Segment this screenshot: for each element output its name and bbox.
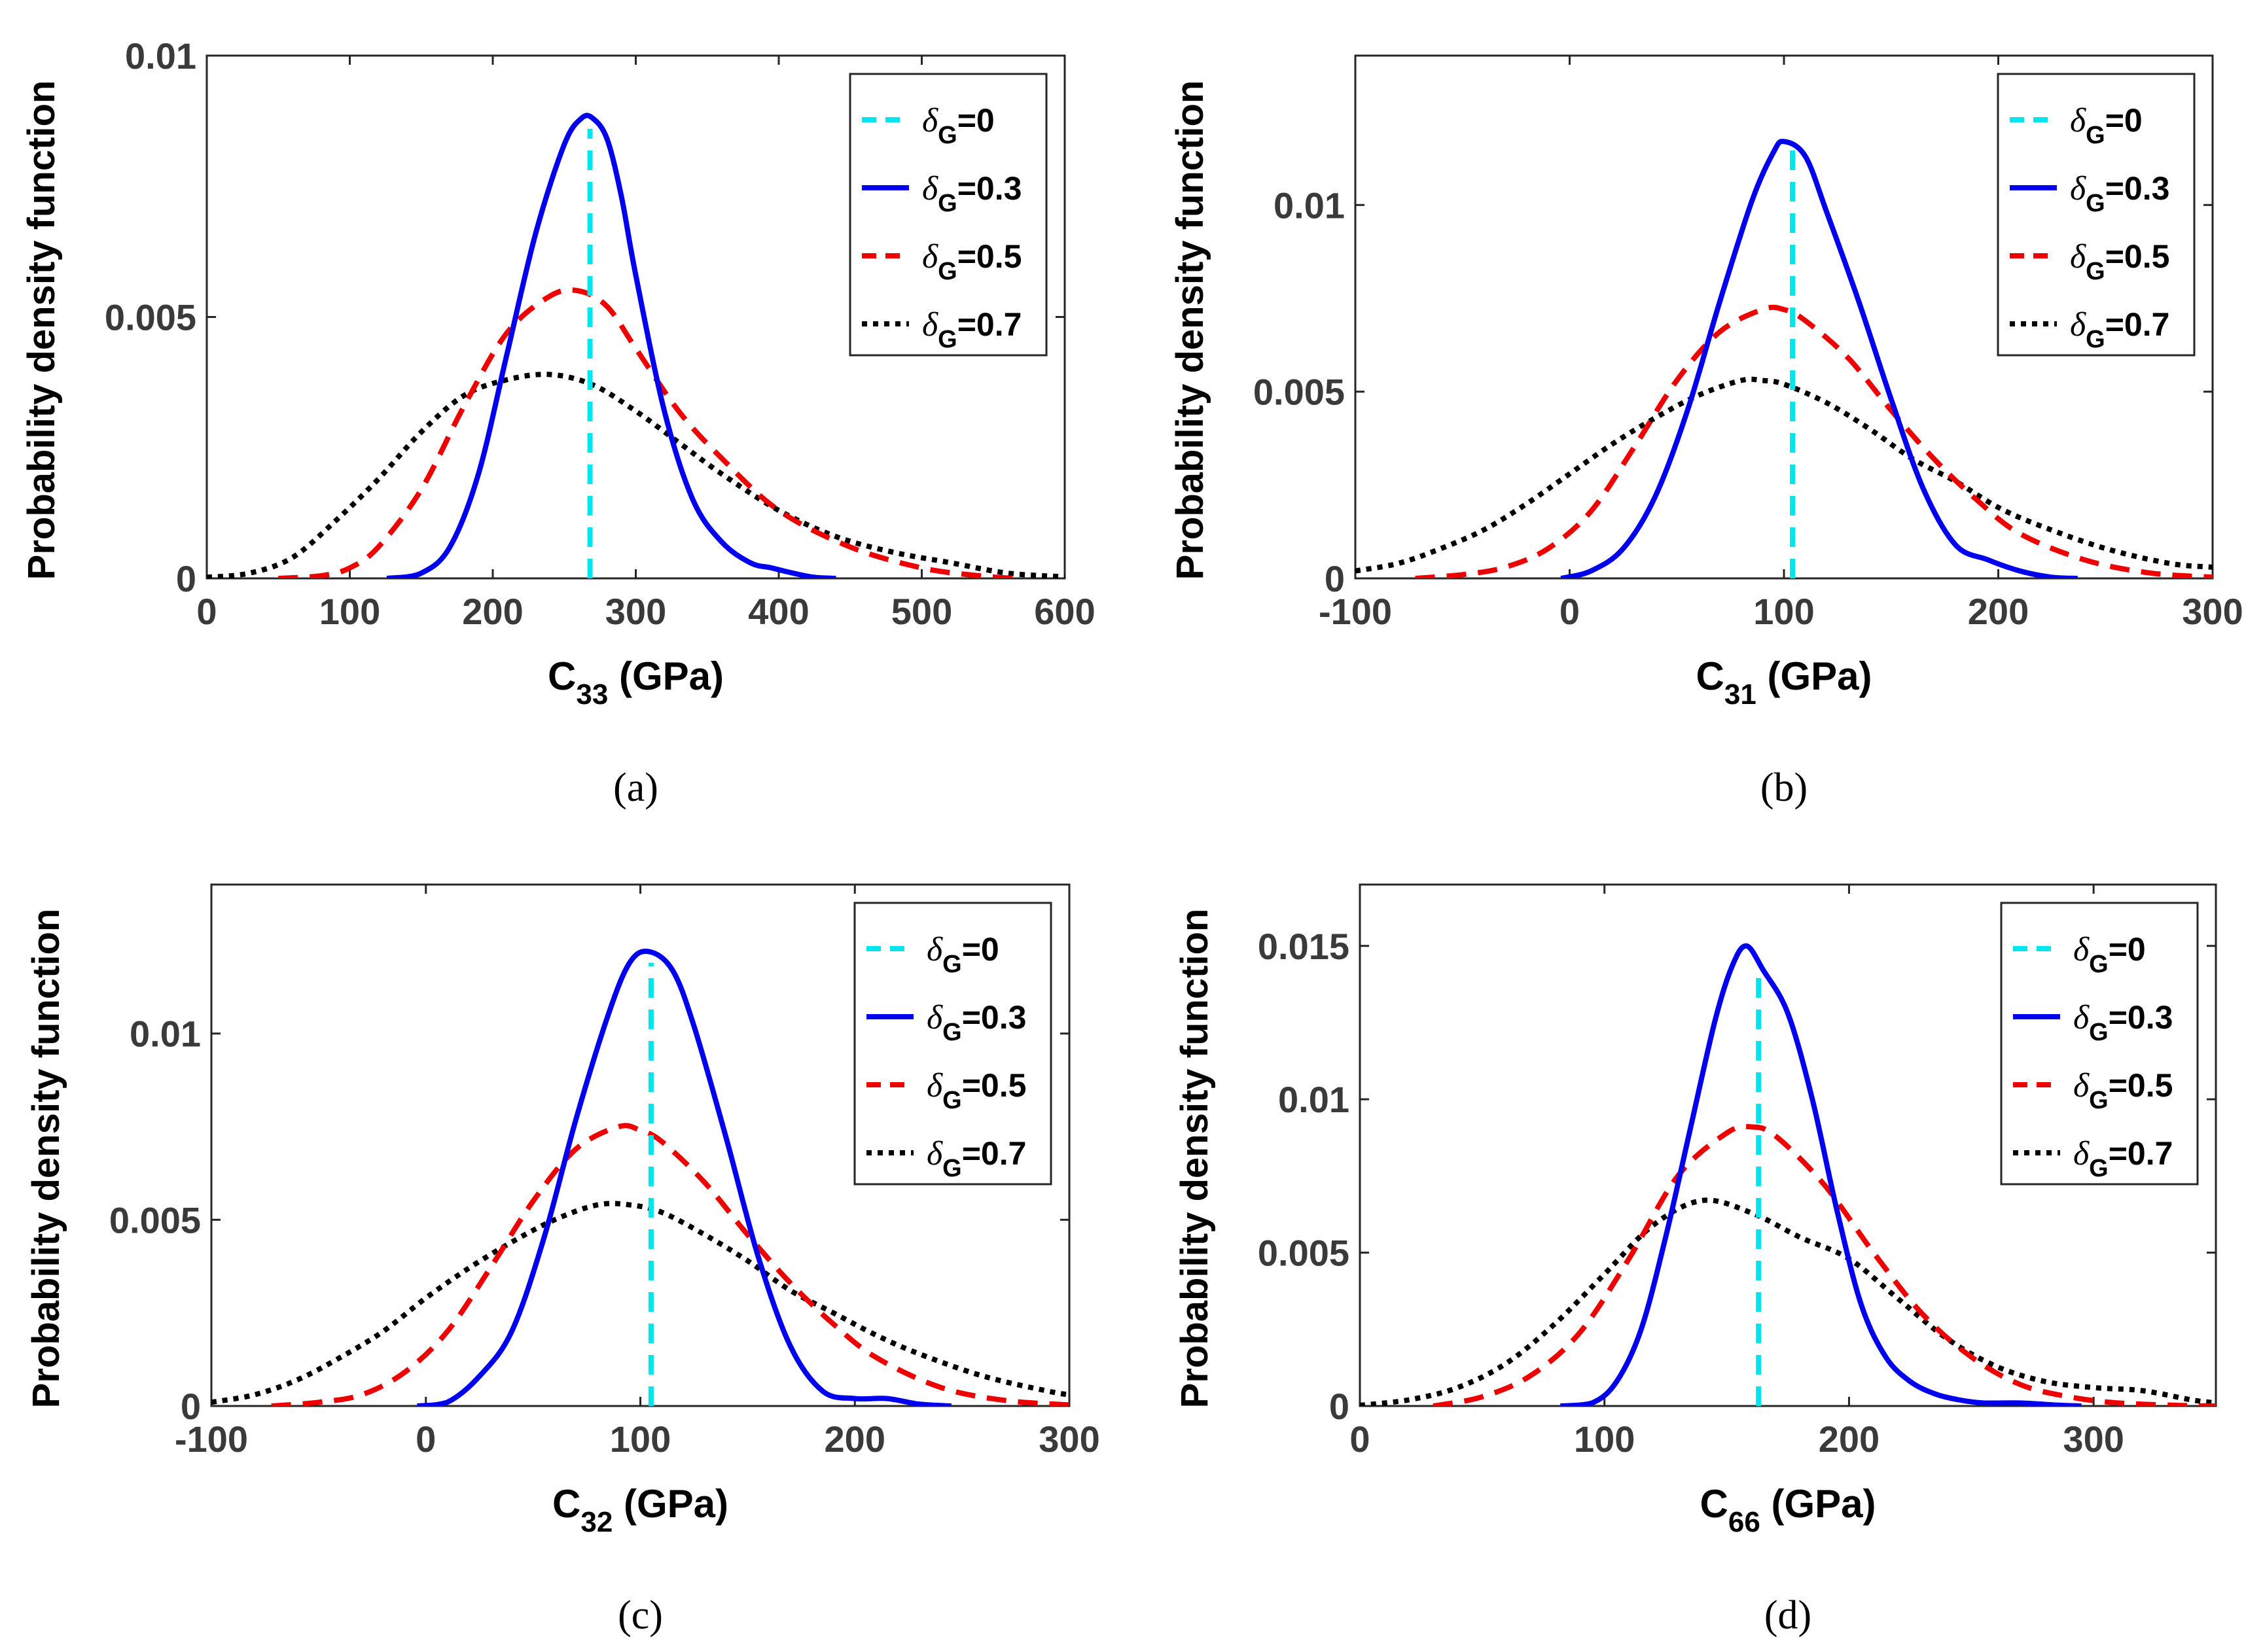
- panel-caption: (b): [1760, 765, 1808, 810]
- x-tick-label: 100: [610, 1418, 671, 1460]
- panel-d: 0 100 200 300 0 0.005 0.01 0.015 Probability den…: [1173, 883, 2217, 1638]
- y-tick-label: 0.01: [130, 1013, 201, 1055]
- y-tick-label: 0.01: [125, 35, 196, 77]
- legend-box: [853, 902, 1052, 1186]
- y-axis-label: Probability density function: [20, 80, 63, 580]
- x-tick-label: 0: [1349, 1418, 1370, 1460]
- legend-label: δG=0: [2073, 931, 2146, 978]
- y-tick-label: 0.005: [109, 1199, 201, 1240]
- legend: δG=0 δG=0.3 δG=0.5 δG=0.7: [1997, 73, 2196, 357]
- legend-label: δG=0.7: [922, 306, 1022, 353]
- x-axis-label: C31 (GPa): [1696, 654, 1872, 711]
- legend-label: δG=0.3: [922, 170, 1022, 217]
- x-tick-label: 200: [1968, 591, 2029, 632]
- y-axis-label: Probability density function: [25, 909, 67, 1409]
- x-tick-label: 100: [319, 591, 380, 632]
- axes-box: [1359, 883, 2217, 1407]
- x-tick-label: 200: [1819, 1418, 1880, 1460]
- legend-box: [2000, 902, 2199, 1186]
- x-axis-label: C32 (GPa): [552, 1482, 728, 1538]
- x-tick-label: 100: [1574, 1418, 1635, 1460]
- series-line-dg-0-7: [1360, 1197, 2216, 1406]
- y-tick-label: 0.005: [105, 297, 196, 338]
- series-line-dg-0-7: [211, 1201, 1069, 1405]
- legend-label: δG=0.5: [2073, 1067, 2173, 1114]
- legend: δG=0 δG=0.3 δG=0.5 δG=0.7: [853, 902, 1052, 1186]
- legend-label: δG=0: [927, 931, 999, 978]
- legend-label: δG=0.7: [2073, 1135, 2173, 1182]
- series-line-dg-0-5: [278, 287, 1015, 578]
- series-line-dg-0-7: [1355, 376, 2213, 574]
- legend-label: δG=0.3: [2070, 170, 2169, 217]
- y-tick-label: 0.005: [1253, 372, 1345, 413]
- y-axis-label: Probability density function: [1173, 909, 1216, 1409]
- x-tick-label: -100: [175, 1418, 248, 1460]
- legend-label: δG=0.3: [2073, 999, 2173, 1046]
- y-tick-label: 0: [1325, 558, 1345, 599]
- x-tick-label: 0: [416, 1418, 436, 1460]
- x-tick-label: 0: [1559, 591, 1580, 632]
- series-line-dg-0-3: [1560, 139, 2078, 578]
- panel-caption: (c): [618, 1593, 663, 1638]
- series-line-dg-0-3: [386, 113, 836, 578]
- y-tick-label: 0: [181, 1386, 201, 1427]
- y-tick-label: 0.015: [1258, 926, 1349, 967]
- x-tick-label: 200: [462, 591, 523, 632]
- panel-caption: (a): [613, 765, 658, 810]
- x-tick-label: 400: [748, 591, 809, 632]
- x-tick-label: 300: [1039, 1418, 1099, 1460]
- y-tick-label: 0.005: [1258, 1233, 1349, 1274]
- legend-label: δG=0: [922, 102, 995, 149]
- x-tick-label: 200: [825, 1418, 885, 1460]
- y-tick-label: 0: [1329, 1386, 1349, 1427]
- x-tick-label: 500: [891, 591, 952, 632]
- legend-label: δG=0.7: [2070, 306, 2169, 353]
- x-tick-label: 0: [196, 591, 217, 632]
- x-axis-label: C66 (GPa): [1700, 1482, 1876, 1538]
- legend-label: δG=0.7: [927, 1135, 1026, 1182]
- series-line-dg-0-7: [207, 372, 1065, 578]
- legend-label: δG=0.5: [2070, 238, 2169, 285]
- y-tick-label: 0.01: [1278, 1079, 1349, 1120]
- legend-box: [1997, 73, 2196, 357]
- legend: δG=0 δG=0.3 δG=0.5 δG=0.7: [849, 73, 1048, 357]
- x-tick-label: -100: [1319, 591, 1392, 632]
- y-axis-label: Probability density function: [1169, 80, 1211, 580]
- legend: δG=0 δG=0.3 δG=0.5 δG=0.7: [2000, 902, 2199, 1186]
- x-tick-label: 100: [1753, 591, 1814, 632]
- x-axis-label: C33 (GPa): [548, 654, 724, 711]
- series-line-dg-0-5: [1415, 304, 2213, 578]
- x-tick-label: 300: [2063, 1418, 2124, 1460]
- series-line-dg-0-3: [1560, 943, 2082, 1406]
- panel-caption: (d): [1764, 1593, 1811, 1638]
- y-tick-label: 0: [176, 558, 196, 599]
- panel-a: 0 100 200 300 400 500 600 0 0.005 0.01 Probability…: [20, 35, 1096, 810]
- series-line-dg-0-3: [417, 948, 952, 1406]
- legend-label: δG=0: [2070, 102, 2143, 149]
- x-tick-label: 300: [2182, 591, 2243, 632]
- series-line-dg-0-5: [271, 1123, 1069, 1406]
- legend-label: δG=0.5: [922, 238, 1022, 285]
- series-line-dg-0-5: [1433, 1123, 2216, 1406]
- legend-label: δG=0.3: [927, 999, 1026, 1046]
- x-tick-label: 300: [605, 591, 666, 632]
- y-tick-label: 0.01: [1274, 185, 1345, 226]
- legend-label: δG=0.5: [927, 1067, 1026, 1114]
- legend-box: [849, 73, 1048, 357]
- x-tick-label: 600: [1034, 591, 1095, 632]
